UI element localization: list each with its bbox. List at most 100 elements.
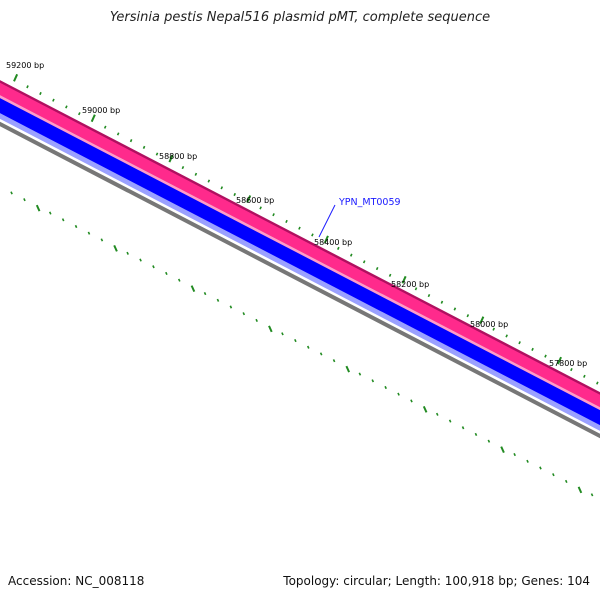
- inner-minor-tick: [539, 466, 542, 470]
- minor-tick: [440, 300, 444, 304]
- inner-minor-tick: [526, 459, 529, 463]
- inner-minor-tick: [590, 493, 594, 497]
- minor-tick: [362, 260, 366, 264]
- inner-major-tick: [190, 285, 196, 293]
- minor-tick: [78, 112, 81, 116]
- inner-minor-tick: [332, 359, 336, 363]
- minor-tick: [388, 273, 392, 277]
- feature-tracks: [0, 80, 600, 439]
- minor-tick: [116, 132, 120, 136]
- inner-minor-tick: [177, 278, 181, 282]
- minor-tick: [531, 347, 534, 351]
- inner-minor-tick: [61, 218, 65, 222]
- minor-tick: [466, 314, 470, 318]
- minor-tick: [39, 91, 42, 96]
- inner-minor-tick: [513, 453, 516, 457]
- inner-minor-tick: [23, 198, 26, 202]
- minor-tick: [583, 374, 586, 378]
- inner-minor-tick: [461, 426, 465, 430]
- minor-tick: [194, 172, 198, 176]
- minor-tick: [129, 139, 133, 143]
- ruler-labels: 59200 bp 59000 bp 58800 bp 58600 bp 58400 bp…: [6, 61, 587, 368]
- minor-tick: [207, 179, 211, 183]
- minor-tick: [518, 341, 521, 345]
- major-tick: [13, 73, 19, 82]
- inner-major-tick: [268, 325, 273, 333]
- inner-minor-tick: [255, 318, 258, 323]
- ruler-label: 58800 bp: [159, 152, 197, 161]
- inner-minor-tick: [435, 412, 439, 416]
- outer-track-pink: [0, 82, 600, 408]
- major-tick: [246, 195, 252, 203]
- inner-tick-marks: [10, 191, 594, 497]
- inner-minor-tick: [100, 238, 104, 242]
- minor-tick: [492, 327, 496, 331]
- major-tick: [168, 154, 174, 163]
- inner-minor-tick: [139, 258, 142, 262]
- minor-tick: [596, 381, 599, 385]
- minor-tick: [52, 98, 55, 102]
- inner-minor-tick: [474, 432, 478, 437]
- major-tick: [556, 356, 562, 365]
- ruler-label: 58000 bp: [470, 320, 508, 329]
- accession-text: Accession: NC_008118: [8, 574, 145, 588]
- major-tick: [90, 114, 96, 123]
- inner-minor-tick: [564, 479, 568, 483]
- minor-tick: [414, 287, 418, 291]
- major-tick: [401, 275, 407, 284]
- ruler-label: 58400 bp: [314, 238, 352, 247]
- minor-tick: [427, 293, 431, 298]
- minor-tick: [453, 307, 457, 311]
- inner-minor-tick: [397, 392, 400, 396]
- inner-minor-tick: [10, 191, 13, 195]
- inner-minor-tick: [242, 312, 246, 316]
- inner-minor-tick: [229, 305, 233, 309]
- inner-minor-tick: [281, 332, 284, 336]
- inner-major-tick: [577, 486, 583, 494]
- minor-tick: [298, 226, 301, 230]
- minor-tick: [220, 186, 224, 190]
- minor-tick: [375, 267, 379, 271]
- inner-minor-tick: [448, 419, 452, 423]
- inner-minor-tick: [126, 251, 129, 255]
- minor-tick: [505, 334, 508, 338]
- gene-label-ypn-mt0059[interactable]: YPN_MT0059: [338, 197, 401, 208]
- minor-tick: [142, 145, 146, 149]
- backbone-gray: [0, 121, 600, 439]
- inner-minor-tick: [306, 345, 310, 349]
- minor-tick: [181, 165, 185, 170]
- topology-summary-text: Topology: circular; Length: 100,918 bp; …: [283, 574, 590, 588]
- major-tick: [479, 316, 485, 325]
- minor-tick: [544, 354, 547, 358]
- minor-tick: [272, 213, 275, 217]
- track-light-blue: [0, 113, 600, 431]
- inner-minor-tick: [294, 338, 297, 343]
- ruler-label: 57800 bp: [549, 359, 587, 368]
- inner-minor-tick: [165, 271, 168, 276]
- inner-major-tick: [345, 365, 351, 373]
- minor-tick: [26, 85, 29, 89]
- minor-tick: [259, 206, 262, 210]
- gene-callout[interactable]: YPN_MT0059: [318, 197, 401, 238]
- ruler-label: 58600 bp: [236, 196, 274, 205]
- track-blue: [0, 98, 600, 426]
- inner-major-tick: [35, 204, 41, 212]
- minor-tick: [155, 152, 159, 156]
- minor-tick: [103, 125, 107, 129]
- inner-minor-tick: [87, 231, 91, 235]
- page-title: Yersinia pestis Nepal516 plasmid pMT, co…: [109, 10, 491, 25]
- inner-minor-tick: [74, 224, 78, 229]
- minor-tick: [570, 368, 573, 372]
- inner-minor-tick: [216, 298, 220, 302]
- inner-minor-tick: [384, 385, 387, 390]
- ruler-label: 59200 bp: [6, 61, 44, 70]
- minor-tick: [337, 246, 340, 250]
- gene-callout-line: [318, 204, 336, 238]
- ruler-label: 58200 bp: [391, 280, 429, 289]
- major-tick: [323, 235, 329, 244]
- inner-major-tick: [113, 244, 118, 252]
- inner-minor-tick: [319, 352, 323, 356]
- minor-tick: [349, 253, 353, 257]
- minor-tick: [65, 105, 68, 109]
